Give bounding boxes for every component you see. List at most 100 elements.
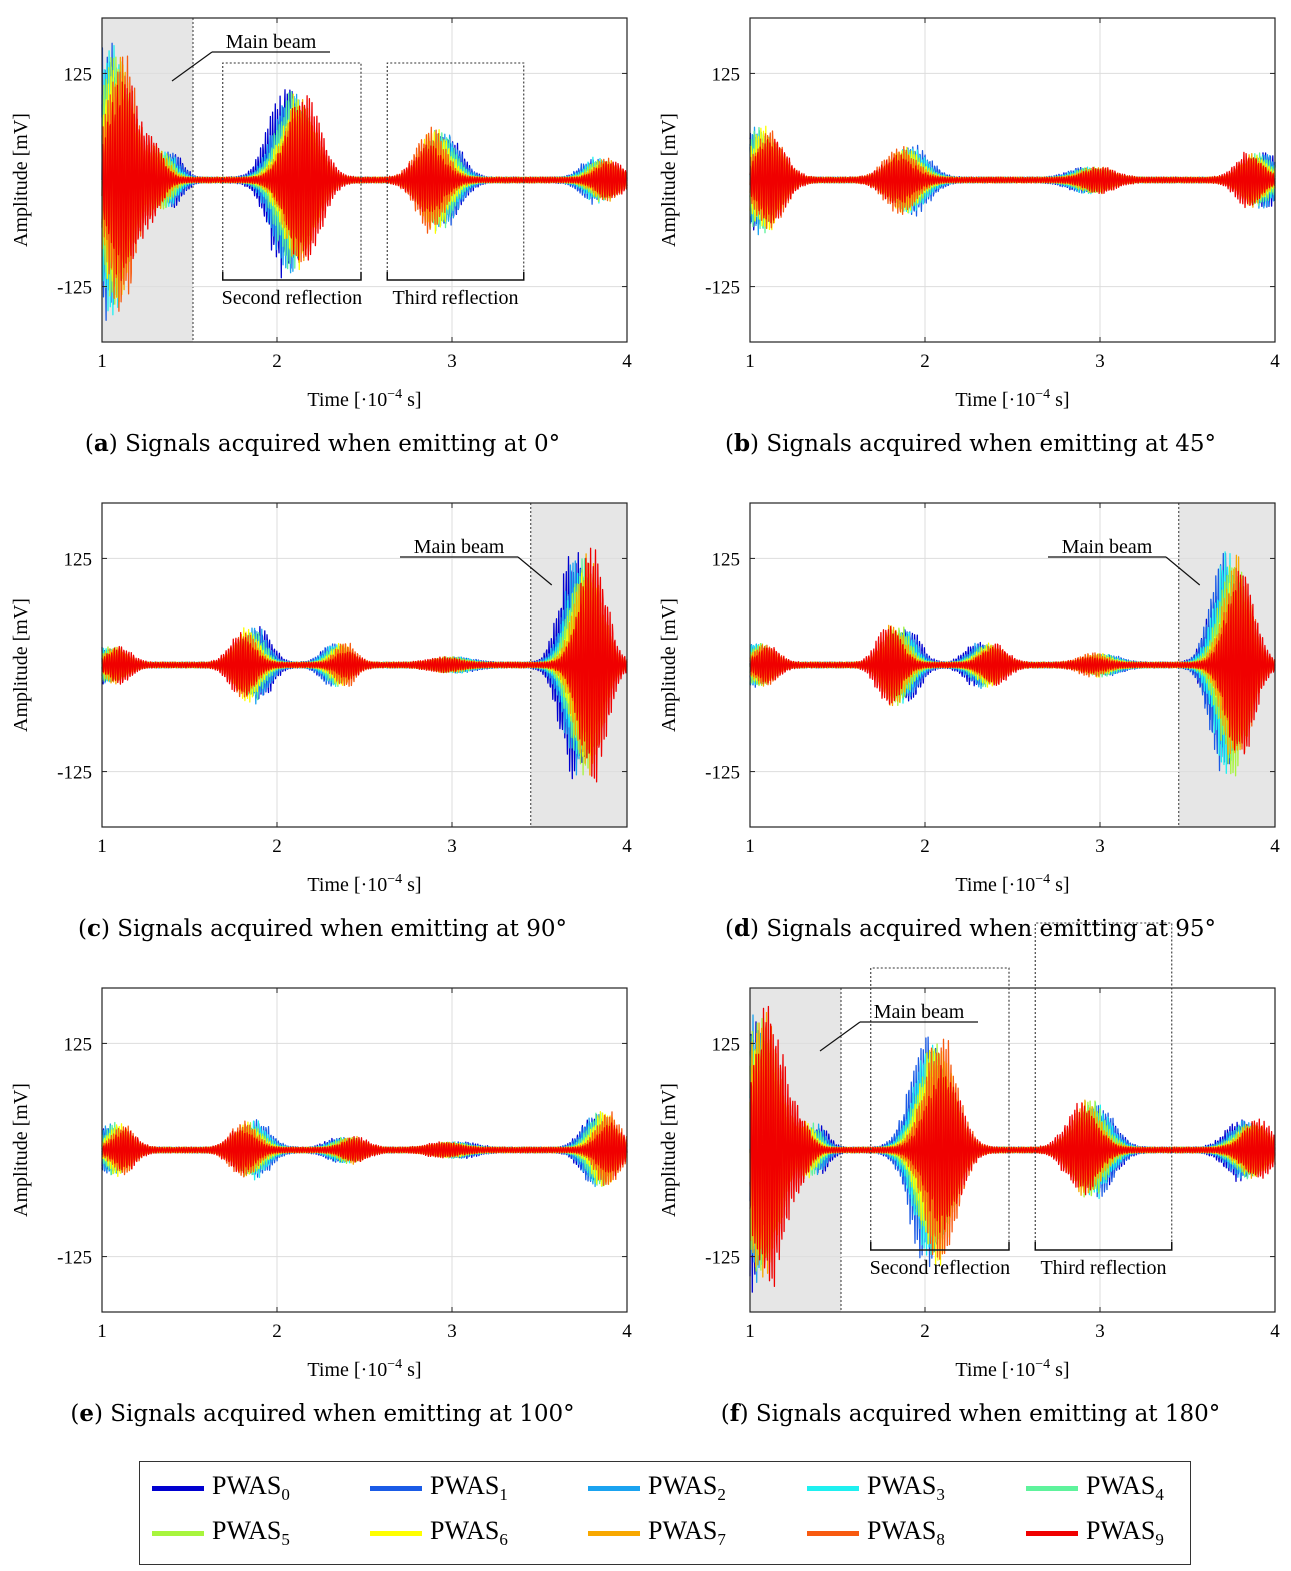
xtick-label: 2 — [920, 1321, 930, 1342]
legend-swatch — [588, 1530, 640, 1536]
yaxis-label: Amplitude [mV] — [658, 598, 680, 732]
plot-frame — [749, 17, 1276, 343]
legend-swatch — [807, 1485, 859, 1491]
legend-item-pwas0: PWAS0 — [152, 1471, 290, 1504]
legend-item-pwas1: PWAS1 — [370, 1470, 508, 1505]
xaxis-label: Time [·10−4 s] — [307, 387, 421, 411]
legend-swatch — [807, 1530, 859, 1536]
legend-item-pwas2: PWAS2 — [588, 1471, 726, 1504]
caption-a: (a) Signals acquired when emitting at 0° — [84, 430, 561, 457]
legend-label: PWAS7 — [648, 1515, 726, 1550]
ytick-label: 125 — [64, 1034, 93, 1055]
legend-label: PWAS9 — [1086, 1515, 1164, 1550]
xaxis-label: Time [·10−4 s] — [955, 387, 1069, 411]
xtick-label: 2 — [272, 1321, 282, 1342]
xtick-label: 1 — [745, 351, 755, 372]
xtick-label: 3 — [447, 351, 457, 372]
yaxis-label: Amplitude [mV] — [658, 113, 680, 247]
xtick-label: 4 — [1270, 351, 1280, 372]
xtick-label: 3 — [1095, 836, 1105, 857]
xtick-label: 3 — [447, 1321, 457, 1342]
signal-series-group — [749, 125, 1276, 236]
legend-swatch — [1026, 1530, 1078, 1536]
xaxis-label: Time [·10−4 s] — [307, 1357, 421, 1381]
yaxis-label: Amplitude [mV] — [10, 1083, 32, 1217]
reflection-bracket — [1034, 1242, 1173, 1251]
series-pwas9 — [101, 547, 628, 783]
legend-item-pwas9: PWAS9 — [1026, 1515, 1164, 1550]
series-pwas9 — [749, 138, 1276, 224]
caption-d: (d) Signals acquired when emitting at 95… — [724, 915, 1217, 942]
ytick-label: -125 — [57, 1248, 92, 1269]
panel-e: 1 2 3 4 125 -125 Time [·10−4 s] Amplitude [mV] … — [0, 970, 645, 1455]
main-beam-leader — [819, 1021, 861, 1052]
xtick-label: 3 — [447, 836, 457, 857]
legend-swatch — [370, 1530, 422, 1536]
signal-series-group — [749, 551, 1276, 777]
chart-f: 1 2 3 4 125 -125 Time [·10−4 s] Amplitude [mV] S… — [658, 922, 1280, 1381]
panel-a: 1 2 3 4 125 -125 Time [·10−4 s] Amplitude [mV] S… — [0, 0, 645, 485]
xtick-label: 1 — [745, 1321, 755, 1342]
legend-label: PWAS1 — [430, 1470, 508, 1505]
xtick-label: 2 — [920, 351, 930, 372]
xtick-label: 1 — [97, 836, 107, 857]
legend-label: PWAS3 — [867, 1470, 945, 1505]
main-beam-leader — [171, 51, 213, 82]
reflection-bracket — [222, 272, 362, 281]
xtick-label: 4 — [1270, 1321, 1280, 1342]
ytick-label: -125 — [57, 278, 92, 299]
reflection-label: Third reflection — [1040, 1257, 1166, 1279]
chart-e: 1 2 3 4 125 -125 Time [·10−4 s] Amplitude [mV] — [10, 987, 632, 1381]
xtick-label: 3 — [1095, 351, 1105, 372]
legend-swatch — [152, 1530, 204, 1536]
legend-item-pwas6: PWAS6 — [370, 1515, 508, 1550]
xtick-label: 3 — [1095, 1321, 1105, 1342]
panel-c: 1 2 3 4 125 -125 Time [·10−4 s] Amplitude [mV] M… — [0, 485, 645, 970]
legend-label: PWAS5 — [212, 1515, 290, 1550]
panel-b: 1 2 3 4 125 -125 Time [·10−4 s] Amplitude [mV] … — [648, 0, 1291, 485]
chart-d: 1 2 3 4 125 -125 Time [·10−4 s] Amplitude [mV] M… — [658, 502, 1280, 896]
main-beam-leader — [517, 556, 553, 586]
legend-item-pwas4: PWAS4 — [1026, 1470, 1164, 1505]
series-pwas9 — [749, 1005, 1276, 1288]
legend-label: PWAS4 — [1086, 1470, 1164, 1505]
legend-swatch — [152, 1485, 204, 1491]
series-pwas9 — [749, 570, 1276, 755]
reflection-label: Second reflection — [870, 1257, 1011, 1279]
xtick-label: 4 — [622, 1321, 632, 1342]
series-pwas9 — [101, 81, 628, 282]
reflection-label: Second reflection — [222, 287, 363, 309]
plot-frame — [101, 987, 628, 1313]
xtick-label: 1 — [745, 836, 755, 857]
xaxis-label: Time [·10−4 s] — [955, 1357, 1069, 1381]
plot-frame — [749, 987, 1276, 1313]
xaxis-label: Time [·10−4 s] — [955, 872, 1069, 896]
xtick-label: 4 — [622, 836, 632, 857]
legend-item-pwas7: PWAS7 — [588, 1515, 726, 1550]
main-beam-label: Main beam — [414, 536, 505, 558]
signal-series-group — [749, 1005, 1276, 1293]
chart-a: 1 2 3 4 125 -125 Time [·10−4 s] Amplitude [mV] S… — [10, 17, 632, 411]
legend-label: PWAS6 — [430, 1515, 508, 1550]
chart-c: 1 2 3 4 125 -125 Time [·10−4 s] Amplitude [mV] M… — [10, 502, 632, 896]
xtick-label: 4 — [622, 351, 632, 372]
plot-frame — [749, 502, 1276, 828]
legend-item-pwas5: PWAS5 — [152, 1515, 290, 1550]
reflection-box — [386, 62, 525, 280]
ytick-label: -125 — [705, 1248, 740, 1269]
main-beam-label: Main beam — [226, 31, 317, 53]
plot-frame — [101, 502, 628, 828]
main-beam-label: Main beam — [1062, 536, 1153, 558]
xaxis-label: Time [·10−4 s] — [307, 872, 421, 896]
ytick-label: 125 — [712, 1034, 741, 1055]
legend-swatch — [588, 1485, 640, 1491]
xtick-label: 2 — [272, 836, 282, 857]
caption-c: (c) Signals acquired when emitting at 90… — [78, 915, 567, 942]
reflection-bracket — [386, 272, 525, 281]
reflection-label: Third reflection — [392, 287, 518, 309]
legend-item-pwas3: PWAS3 — [807, 1470, 945, 1505]
signal-series-group — [101, 547, 628, 783]
caption-f: (f) Signals acquired when emitting at 18… — [720, 1400, 1221, 1427]
series-pwas9 — [101, 1122, 628, 1177]
signal-series-group — [101, 1111, 628, 1188]
